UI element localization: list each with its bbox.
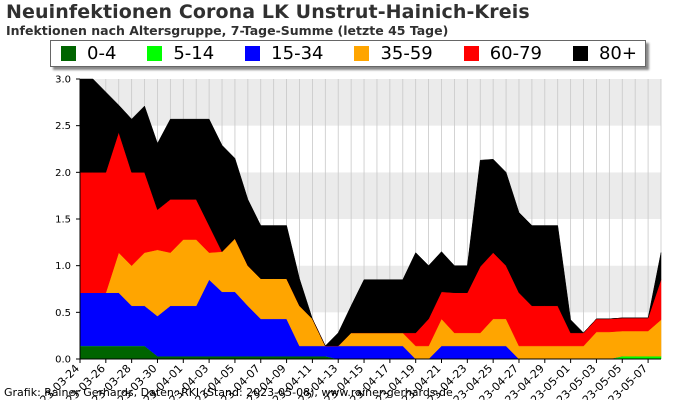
legend-label: 80+: [598, 43, 637, 64]
legend-item-0-4: 0-4: [61, 43, 116, 64]
legend-label: 0-4: [87, 43, 117, 64]
legend-item-15-34: 15-34: [245, 43, 323, 64]
chart-subtitle: Infektionen nach Altersgruppe, 7-Tage-Su…: [6, 23, 449, 38]
chart-title: Neuinfektionen Corona LK Unstrut-Hainich…: [6, 1, 530, 23]
legend-item-80+: 80+: [572, 43, 637, 64]
legend-swatch: [245, 46, 261, 61]
legend-label: 15-34: [271, 43, 324, 64]
legend-label: 35-59: [380, 43, 433, 64]
y-axis-ticks: 0.0 0.5 1.0 1.5 2.0 2.5 3.0: [55, 75, 80, 366]
legend: 0-4 5-14 15-34 35-59 60-79 80+: [50, 40, 646, 67]
y-tick-label: 2.5: [55, 121, 71, 132]
legend-swatch: [61, 46, 76, 61]
legend-swatch: [354, 46, 370, 61]
series-area-80+: [79, 78, 662, 347]
y-tick-label: 2.0: [55, 168, 71, 179]
legend-swatch: [572, 46, 588, 61]
y-tick-label: 0.5: [55, 308, 71, 319]
y-tick-label: 3.0: [55, 75, 71, 86]
y-tick-label: 1.5: [55, 215, 71, 226]
legend-swatch: [463, 46, 479, 61]
footer-credit: Grafik: Rainer Gerhards, Daten: RKI (Sta…: [4, 386, 453, 399]
legend-item-35-59: 35-59: [354, 43, 433, 64]
band: [80, 79, 661, 126]
legend-swatch: [147, 46, 163, 61]
legend-label: 60-79: [489, 43, 543, 64]
legend-item-5-14: 5-14: [147, 43, 214, 64]
y-tick-label: 0.0: [55, 355, 71, 366]
legend-label: 5-14: [173, 43, 215, 64]
legend-item-60-79: 60-79: [463, 43, 543, 64]
series-areas: [79, 78, 662, 360]
y-tick-label: 1.0: [55, 261, 71, 272]
